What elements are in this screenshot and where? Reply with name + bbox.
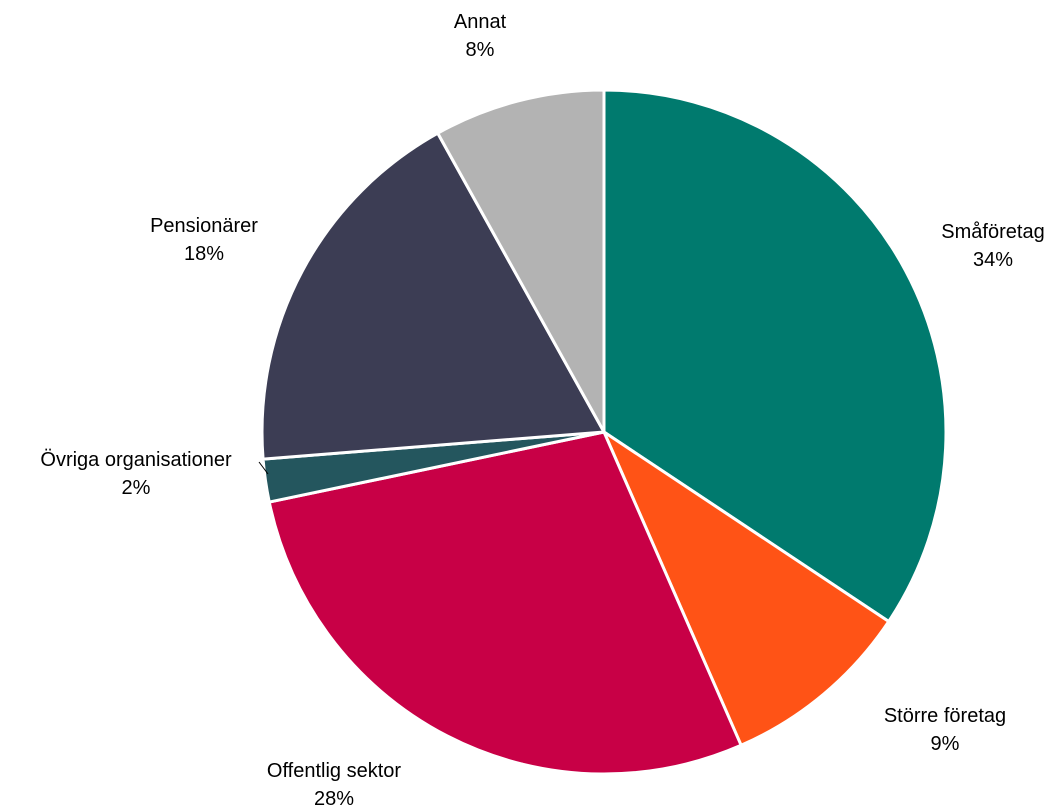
pie-slice-offentlig-sektor (267, 430, 743, 776)
slice-label-annat: Annat (454, 11, 507, 33)
slice-label-smaforetag: Småföretag (941, 221, 1044, 243)
pie-slice-storre-foretag (602, 430, 891, 747)
slice-label-pensionarer: Pensionärer (150, 215, 258, 237)
slice-label-ovriga-organisationer: Övriga organisationer (40, 449, 232, 471)
slice-value-pensionarer: 18% (184, 243, 224, 265)
slice-value-offentlig-sektor: 28% (314, 788, 354, 807)
slice-label-storre-foretag: Större företag (884, 705, 1006, 727)
pie-slice-pensionarer (260, 131, 606, 461)
slice-value-ovriga-organisationer: 2% (122, 477, 151, 499)
leader-lines (258, 461, 269, 475)
slice-value-storre-foretag: 9% (931, 733, 960, 755)
slice-labels: Småföretag 34% Större företag 9% Offentlig s… (40, 11, 1044, 807)
slice-value-smaforetag: 34% (973, 249, 1013, 271)
leader-line-ovriga-organisationer (258, 461, 269, 475)
pie-slices (260, 88, 948, 776)
slice-label-offentlig-sektor: Offentlig sektor (267, 760, 401, 782)
pie-slice-annat (436, 88, 606, 434)
slice-value-annat: 8% (466, 39, 495, 61)
